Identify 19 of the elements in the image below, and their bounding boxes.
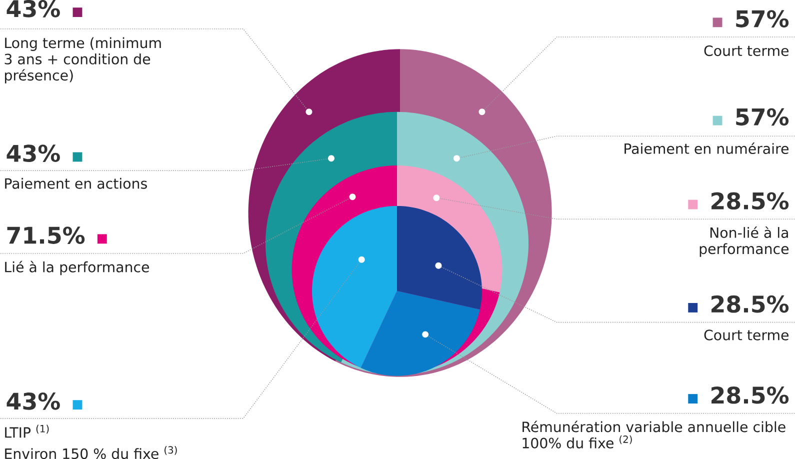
data-label: 43% xyxy=(6,144,60,162)
category-label: Non-lié à la performance xyxy=(700,226,789,257)
data-label: 71.5% xyxy=(7,226,85,244)
data-label: 57% xyxy=(736,108,789,126)
data-label: 43% xyxy=(6,0,60,18)
category-label: Paiement en actions xyxy=(5,178,147,189)
category-label: Court terme xyxy=(704,45,788,56)
category-label: Long terme (minimum 3 ans + condition de présence) xyxy=(4,37,161,84)
category-label: Paiement en numéraire xyxy=(624,142,789,154)
data-label: 28.5% xyxy=(712,192,789,210)
data-label: 57% xyxy=(736,10,789,28)
text: Environ 150 % du fixe $^{(3)}$ xyxy=(5,446,177,459)
category-label: Rémunération variable annuelle cible 100% du fixe $^{(2)}$ xyxy=(522,420,786,448)
data-label: 43% xyxy=(6,392,60,410)
category-label: Court terme xyxy=(704,330,788,340)
data-label: 28.5% xyxy=(712,386,789,404)
category-label: LTIP $^{(1)}$ xyxy=(5,424,49,438)
category-label: Lié à la performance xyxy=(5,260,149,276)
data-label: 28.5% xyxy=(712,295,789,313)
